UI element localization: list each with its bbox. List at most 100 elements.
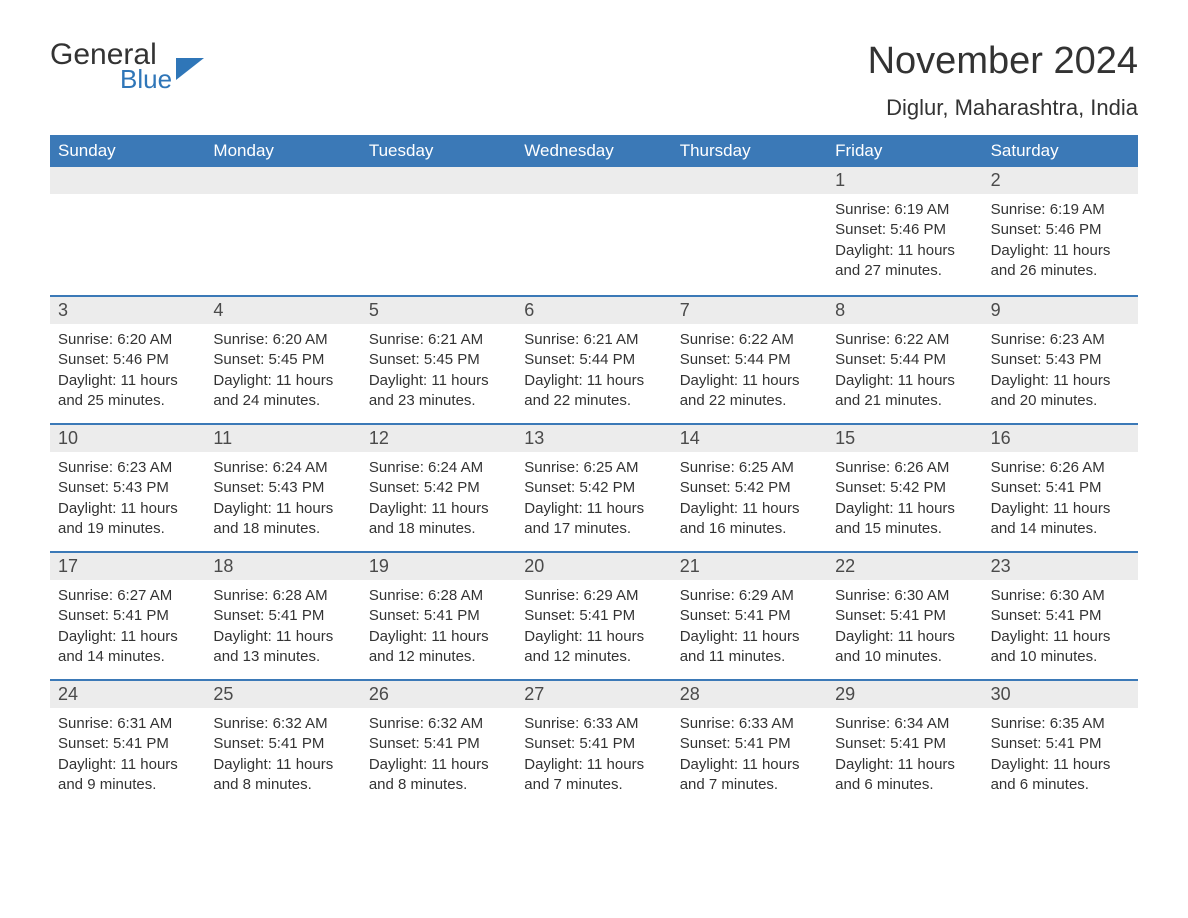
sunset-text: Sunset: 5:44 PM [835, 350, 974, 370]
daylight-text: Daylight: 11 hours and 25 minutes. [58, 371, 197, 412]
sunrise-text: Sunrise: 6:24 AM [369, 458, 508, 478]
day-details: Sunrise: 6:32 AMSunset: 5:41 PMDaylight:… [205, 708, 360, 807]
sunrise-text: Sunrise: 6:20 AM [58, 330, 197, 350]
day-cell: 27Sunrise: 6:33 AMSunset: 5:41 PMDayligh… [516, 681, 671, 807]
day-details: Sunrise: 6:26 AMSunset: 5:41 PMDaylight:… [983, 452, 1138, 551]
daylight-text: Daylight: 11 hours and 18 minutes. [213, 499, 352, 540]
daylight-text: Daylight: 11 hours and 6 minutes. [835, 755, 974, 796]
sunset-text: Sunset: 5:41 PM [369, 606, 508, 626]
day-details: Sunrise: 6:23 AMSunset: 5:43 PMDaylight:… [50, 452, 205, 551]
week-row: 10Sunrise: 6:23 AMSunset: 5:43 PMDayligh… [50, 423, 1138, 551]
day-number: 21 [672, 553, 827, 580]
daylight-text: Daylight: 11 hours and 14 minutes. [58, 627, 197, 668]
sunset-text: Sunset: 5:41 PM [58, 606, 197, 626]
day-details: Sunrise: 6:22 AMSunset: 5:44 PMDaylight:… [672, 324, 827, 423]
day-cell: 22Sunrise: 6:30 AMSunset: 5:41 PMDayligh… [827, 553, 982, 679]
sunset-text: Sunset: 5:44 PM [524, 350, 663, 370]
day-details: Sunrise: 6:29 AMSunset: 5:41 PMDaylight:… [516, 580, 671, 679]
day-number: 16 [983, 425, 1138, 452]
day-number: 19 [361, 553, 516, 580]
daylight-text: Daylight: 11 hours and 16 minutes. [680, 499, 819, 540]
day-details: Sunrise: 6:25 AMSunset: 5:42 PMDaylight:… [516, 452, 671, 551]
day-cell: 7Sunrise: 6:22 AMSunset: 5:44 PMDaylight… [672, 297, 827, 423]
sunset-text: Sunset: 5:41 PM [991, 734, 1130, 754]
sunset-text: Sunset: 5:41 PM [58, 734, 197, 754]
sunrise-text: Sunrise: 6:20 AM [213, 330, 352, 350]
sunrise-text: Sunrise: 6:27 AM [58, 586, 197, 606]
day-number: 4 [205, 297, 360, 324]
day-details: Sunrise: 6:30 AMSunset: 5:41 PMDaylight:… [983, 580, 1138, 679]
empty-day-bar [205, 167, 360, 194]
day-cell: 2Sunrise: 6:19 AMSunset: 5:46 PMDaylight… [983, 167, 1138, 295]
day-number: 22 [827, 553, 982, 580]
daylight-text: Daylight: 11 hours and 7 minutes. [680, 755, 819, 796]
day-details: Sunrise: 6:29 AMSunset: 5:41 PMDaylight:… [672, 580, 827, 679]
day-cell: 13Sunrise: 6:25 AMSunset: 5:42 PMDayligh… [516, 425, 671, 551]
sunset-text: Sunset: 5:44 PM [680, 350, 819, 370]
sunrise-text: Sunrise: 6:35 AM [991, 714, 1130, 734]
sunrise-text: Sunrise: 6:32 AM [213, 714, 352, 734]
day-details: Sunrise: 6:21 AMSunset: 5:45 PMDaylight:… [361, 324, 516, 423]
title-block: November 2024 Diglur, Maharashtra, India [868, 40, 1138, 121]
day-cell: 30Sunrise: 6:35 AMSunset: 5:41 PMDayligh… [983, 681, 1138, 807]
day-cell: 6Sunrise: 6:21 AMSunset: 5:44 PMDaylight… [516, 297, 671, 423]
day-number: 17 [50, 553, 205, 580]
day-cell [672, 167, 827, 295]
location-label: Diglur, Maharashtra, India [868, 95, 1138, 121]
day-details: Sunrise: 6:28 AMSunset: 5:41 PMDaylight:… [361, 580, 516, 679]
day-cell: 1Sunrise: 6:19 AMSunset: 5:46 PMDaylight… [827, 167, 982, 295]
weekday-tuesday: Tuesday [361, 135, 516, 167]
daylight-text: Daylight: 11 hours and 12 minutes. [369, 627, 508, 668]
sunrise-text: Sunrise: 6:29 AM [524, 586, 663, 606]
day-number: 28 [672, 681, 827, 708]
sunrise-text: Sunrise: 6:23 AM [991, 330, 1130, 350]
day-details: Sunrise: 6:24 AMSunset: 5:42 PMDaylight:… [361, 452, 516, 551]
sunrise-text: Sunrise: 6:19 AM [991, 200, 1130, 220]
day-number: 5 [361, 297, 516, 324]
sunset-text: Sunset: 5:41 PM [835, 734, 974, 754]
weekday-saturday: Saturday [983, 135, 1138, 167]
day-number: 15 [827, 425, 982, 452]
day-number: 29 [827, 681, 982, 708]
empty-day-bar [50, 167, 205, 194]
day-number: 9 [983, 297, 1138, 324]
sunset-text: Sunset: 5:41 PM [991, 606, 1130, 626]
weekday-thursday: Thursday [672, 135, 827, 167]
sunset-text: Sunset: 5:41 PM [680, 606, 819, 626]
sunrise-text: Sunrise: 6:24 AM [213, 458, 352, 478]
week-row: 1Sunrise: 6:19 AMSunset: 5:46 PMDaylight… [50, 167, 1138, 295]
day-details: Sunrise: 6:23 AMSunset: 5:43 PMDaylight:… [983, 324, 1138, 423]
day-cell: 19Sunrise: 6:28 AMSunset: 5:41 PMDayligh… [361, 553, 516, 679]
daylight-text: Daylight: 11 hours and 9 minutes. [58, 755, 197, 796]
day-details: Sunrise: 6:20 AMSunset: 5:46 PMDaylight:… [50, 324, 205, 423]
sunset-text: Sunset: 5:41 PM [835, 606, 974, 626]
sunrise-text: Sunrise: 6:28 AM [213, 586, 352, 606]
day-details: Sunrise: 6:25 AMSunset: 5:42 PMDaylight:… [672, 452, 827, 551]
daylight-text: Daylight: 11 hours and 19 minutes. [58, 499, 197, 540]
day-details: Sunrise: 6:35 AMSunset: 5:41 PMDaylight:… [983, 708, 1138, 807]
month-title: November 2024 [868, 40, 1138, 83]
day-details: Sunrise: 6:34 AMSunset: 5:41 PMDaylight:… [827, 708, 982, 807]
day-details: Sunrise: 6:27 AMSunset: 5:41 PMDaylight:… [50, 580, 205, 679]
daylight-text: Daylight: 11 hours and 22 minutes. [680, 371, 819, 412]
sunrise-text: Sunrise: 6:25 AM [680, 458, 819, 478]
sunset-text: Sunset: 5:41 PM [524, 734, 663, 754]
sunset-text: Sunset: 5:43 PM [58, 478, 197, 498]
daylight-text: Daylight: 11 hours and 13 minutes. [213, 627, 352, 668]
daylight-text: Daylight: 11 hours and 17 minutes. [524, 499, 663, 540]
sunset-text: Sunset: 5:41 PM [524, 606, 663, 626]
day-cell: 9Sunrise: 6:23 AMSunset: 5:43 PMDaylight… [983, 297, 1138, 423]
day-number: 27 [516, 681, 671, 708]
daylight-text: Daylight: 11 hours and 8 minutes. [213, 755, 352, 796]
day-details: Sunrise: 6:19 AMSunset: 5:46 PMDaylight:… [827, 194, 982, 293]
day-cell: 15Sunrise: 6:26 AMSunset: 5:42 PMDayligh… [827, 425, 982, 551]
daylight-text: Daylight: 11 hours and 12 minutes. [524, 627, 663, 668]
sunset-text: Sunset: 5:41 PM [991, 478, 1130, 498]
daylight-text: Daylight: 11 hours and 27 minutes. [835, 241, 974, 282]
weeks-container: 1Sunrise: 6:19 AMSunset: 5:46 PMDaylight… [50, 167, 1138, 807]
day-details: Sunrise: 6:28 AMSunset: 5:41 PMDaylight:… [205, 580, 360, 679]
daylight-text: Daylight: 11 hours and 6 minutes. [991, 755, 1130, 796]
day-cell: 23Sunrise: 6:30 AMSunset: 5:41 PMDayligh… [983, 553, 1138, 679]
sunrise-text: Sunrise: 6:30 AM [991, 586, 1130, 606]
sunrise-text: Sunrise: 6:21 AM [524, 330, 663, 350]
